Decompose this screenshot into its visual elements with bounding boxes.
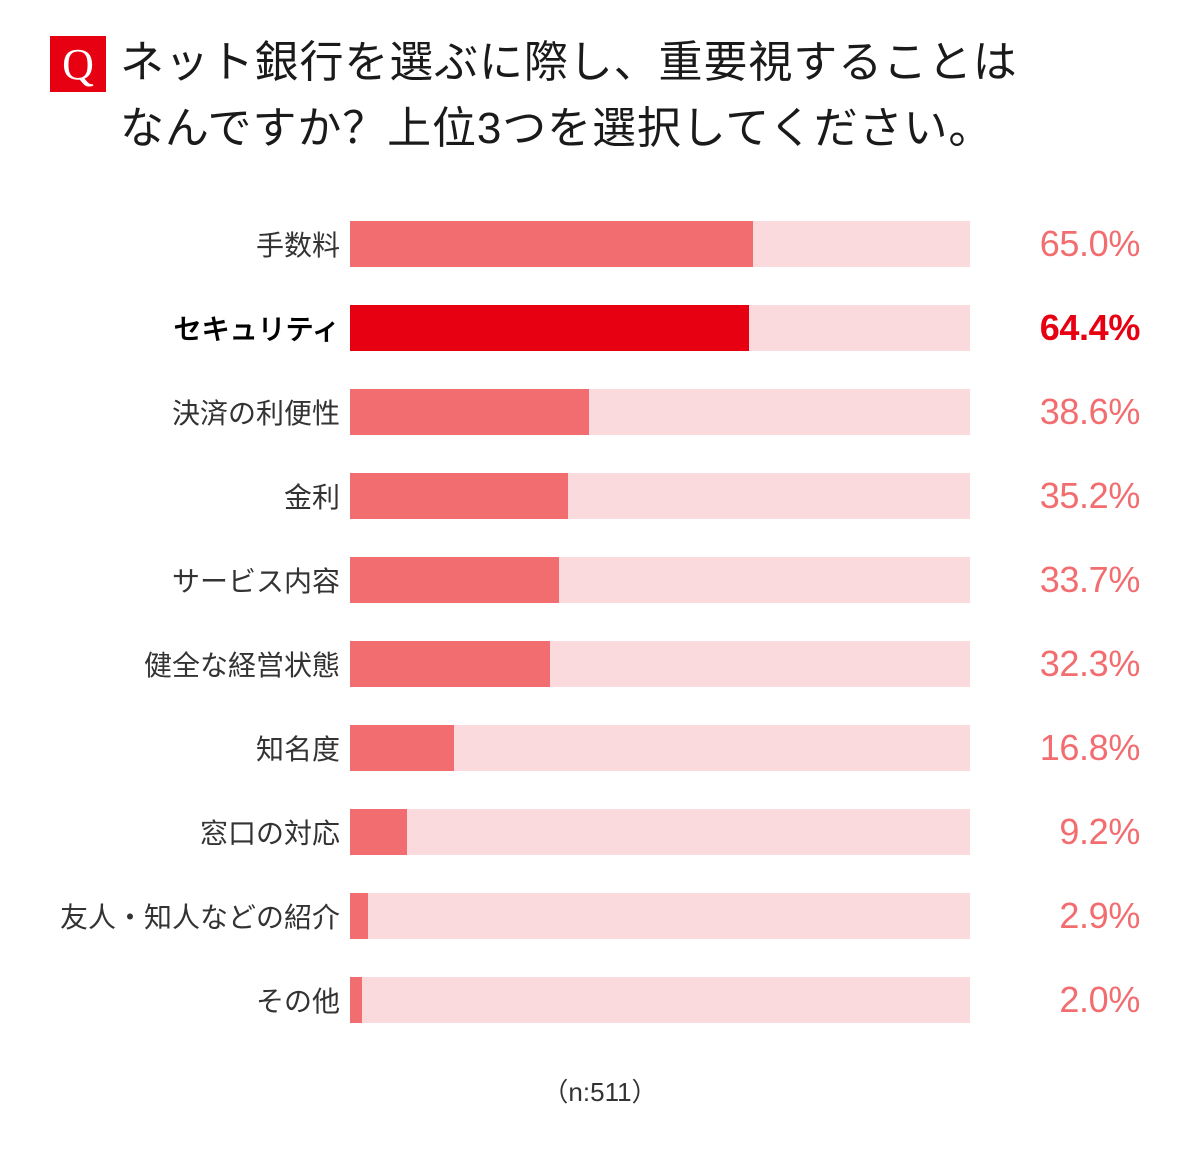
bar-label: 窓口の対応 xyxy=(50,812,350,852)
q-badge-icon: Q xyxy=(50,36,106,92)
bar-value: 38.6% xyxy=(970,391,1140,433)
bar-track xyxy=(350,389,970,435)
bar-label: 知名度 xyxy=(50,728,350,768)
bar-track xyxy=(350,977,970,1023)
chart-row: サービス内容 33.7% xyxy=(50,538,1150,622)
bar-fill xyxy=(350,473,568,519)
bar-label: 手数料 xyxy=(50,224,350,264)
chart-row: 金利 35.2% xyxy=(50,454,1150,538)
bar-fill xyxy=(350,221,753,267)
bar-track xyxy=(350,557,970,603)
bar-fill xyxy=(350,305,749,351)
chart-title: ネット銀行を選ぶに際し、重要視することは なんですか？上位3つを選択してください… xyxy=(120,30,1018,162)
bar-label: 友人・知人などの紹介 xyxy=(50,896,350,936)
bar-value: 9.2% xyxy=(970,811,1140,853)
chart-row: 手数料 65.0% xyxy=(50,202,1150,286)
bar-track xyxy=(350,725,970,771)
bar-label: その他 xyxy=(50,980,350,1020)
bar-label: 健全な経営状態 xyxy=(50,644,350,684)
chart-row: 決済の利便性 38.6% xyxy=(50,370,1150,454)
bar-fill xyxy=(350,641,550,687)
chart-row: セキュリティ 64.4% xyxy=(50,286,1150,370)
sample-size-note: （n:511） xyxy=(50,1072,1150,1109)
bar-fill xyxy=(350,557,559,603)
bar-fill xyxy=(350,389,589,435)
bar-fill xyxy=(350,809,407,855)
bar-value: 33.7% xyxy=(970,559,1140,601)
bar-value: 16.8% xyxy=(970,727,1140,769)
bar-label: サービス内容 xyxy=(50,560,350,600)
bar-value: 2.0% xyxy=(970,979,1140,1021)
bar-chart: 手数料 65.0% セキュリティ 64.4% 決済の利便性 38.6% 金利 35.2% サービ… xyxy=(50,202,1150,1042)
bar-value: 35.2% xyxy=(970,475,1140,517)
bar-label: セキュリティ xyxy=(50,308,350,348)
chart-row: 窓口の対応 9.2% xyxy=(50,790,1150,874)
bar-value: 64.4% xyxy=(970,307,1140,349)
bar-track xyxy=(350,641,970,687)
title-line-2: なんですか？上位3つを選択してください。 xyxy=(120,104,993,153)
bar-track xyxy=(350,809,970,855)
chart-row: その他 2.0% xyxy=(50,958,1150,1042)
bar-track xyxy=(350,305,970,351)
title-line-1: ネット銀行を選ぶに際し、重要視することは xyxy=(120,38,1018,87)
bar-label: 金利 xyxy=(50,476,350,516)
bar-fill xyxy=(350,893,368,939)
bar-fill xyxy=(350,977,362,1023)
bar-value: 32.3% xyxy=(970,643,1140,685)
chart-row: 友人・知人などの紹介 2.9% xyxy=(50,874,1150,958)
chart-header: Q ネット銀行を選ぶに際し、重要視することは なんですか？上位3つを選択してくだ… xyxy=(50,30,1150,162)
bar-track xyxy=(350,893,970,939)
chart-row: 知名度 16.8% xyxy=(50,706,1150,790)
bar-track xyxy=(350,473,970,519)
bar-fill xyxy=(350,725,454,771)
bar-track xyxy=(350,221,970,267)
bar-label: 決済の利便性 xyxy=(50,392,350,432)
bar-value: 2.9% xyxy=(970,895,1140,937)
bar-value: 65.0% xyxy=(970,223,1140,265)
chart-row: 健全な経営状態 32.3% xyxy=(50,622,1150,706)
